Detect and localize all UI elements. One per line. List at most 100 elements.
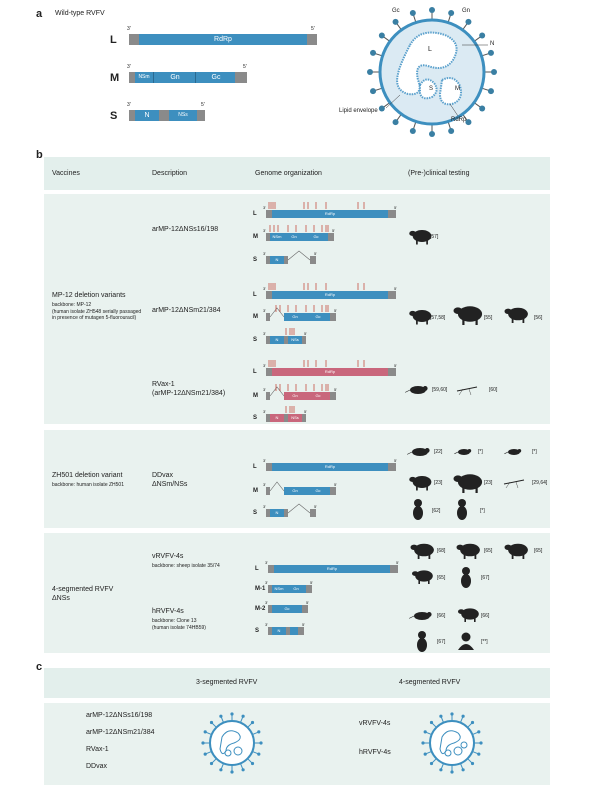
ref: [57,58] [430,315,446,321]
ref: [*] [478,449,483,455]
panel-c-body: arMP-12ΔNSs16/198 arMP-12ΔNSm21/384 RVax… [44,703,550,785]
glycoprotein-head [429,131,435,137]
label-lipid-envelope: Lipid envelope [339,108,378,114]
ref: [65] [437,575,446,581]
gene-nsm: NSm [135,72,153,83]
glycoprotein-spike [381,102,391,109]
gene-gn: Gn [286,585,306,593]
glycoprotein-head [370,49,377,56]
utr [390,565,398,573]
gene-n: N [272,627,286,635]
end-5-label: 5' [243,64,247,70]
panel-a-title: Wild-type RVFV [55,10,105,17]
utr [268,605,272,613]
utr [284,509,288,517]
end-5-label: 5' [314,251,317,256]
segment-label: L [253,464,257,470]
end-5-label: 5' [304,409,307,414]
utr [266,291,272,299]
glycoprotein-head [367,69,373,75]
ref: [56] [534,315,543,321]
end-3-label: 3' [263,482,266,487]
gene-n: N [135,110,159,121]
utr [286,627,290,635]
end-3-label: 3' [263,409,266,414]
glycoprotein-head [378,32,385,39]
utr [266,313,270,321]
gene-n: N [270,414,284,422]
utr-5 [197,110,205,121]
utr [266,487,270,495]
end-3-label: 3' [263,286,266,291]
header-testing: (Pre-)clinical testing [408,170,470,177]
vaccine-rvax1-alt: (arMP-12ΔNSm21/384) [152,390,226,397]
glycoprotein-head [487,49,494,56]
end-3-label: 3' [127,102,131,108]
vaccine-arMP12-NSs: arMP-12ΔNSs16/198 [152,226,219,233]
utr [284,336,288,344]
utr-3 [129,110,135,121]
gene-n: N [270,509,284,517]
ref: [**] [481,639,488,645]
glycoprotein-head [487,88,494,95]
glycoprotein-head [429,7,435,13]
vaccine-ddvax-alt: ΔNSm/NSs [152,481,188,488]
utr [330,392,336,400]
ref: [*] [532,449,537,455]
segment-label: S [253,415,258,421]
segment-label: M [253,234,258,240]
end-5-label: 5' [304,331,307,336]
ref: [68] [437,548,446,554]
glycoprotein-spike [381,35,391,42]
utr [388,291,396,299]
gene-gn: Gn [153,72,196,83]
glycoprotein-head [370,88,377,95]
utr [266,210,272,218]
gene-nsm: NSm [272,585,286,593]
label-n: N [490,41,495,47]
glycoprotein-head [409,127,416,134]
list-4seg-item: hRVFV-4s [359,749,391,756]
gene-rdrp: RdRp [274,565,390,573]
vaccine-vrvfv4s: vRVFV-4s [152,553,184,560]
vaccine-hrvfv4s: hRVFV-4s [152,608,184,615]
igr [159,110,169,121]
list-3seg-item: DDvax [86,763,108,770]
gene-gn: Gn [284,233,304,241]
list-3seg-item: RVax-1 [86,746,109,753]
utr [302,605,308,613]
utr [266,368,272,376]
utr [266,392,270,400]
glycoprotein-head [448,127,455,134]
ref: [*] [480,508,485,514]
gene-n: N [270,256,284,264]
end-5-label: 5' [302,622,305,627]
ref: [55] [484,315,493,321]
ref: [59,60] [432,387,448,393]
gene-rdrp: RdRp [272,463,388,471]
end-3-label: 3' [263,308,266,313]
glycoprotein-spike [481,52,492,57]
ref: [66] [437,613,446,619]
utr [302,336,306,344]
segment-label: L [255,566,259,572]
ref: [67] [437,639,446,645]
end-3-label: 3' [263,251,266,256]
wt-L-segment: L 3' 5' RdRp [105,26,325,48]
utr [298,627,304,635]
glycoprotein-spike [395,113,402,123]
ref: [60] [489,387,498,393]
end-5-label: 5' [306,600,309,605]
end-3-label: 3' [265,600,268,605]
label-rdrp: RdRp [451,117,467,123]
utr [310,509,316,517]
utr [328,233,334,241]
ref: [65] [484,548,493,554]
utr [284,414,288,422]
end-5-label: 5' [334,308,337,313]
ref: [62] [432,508,441,514]
segment-label: M [253,393,258,399]
end-3-label: 3' [263,387,266,392]
vaccine-rvax1: RVax-1 [152,381,175,388]
glycoprotein-head [479,32,486,39]
